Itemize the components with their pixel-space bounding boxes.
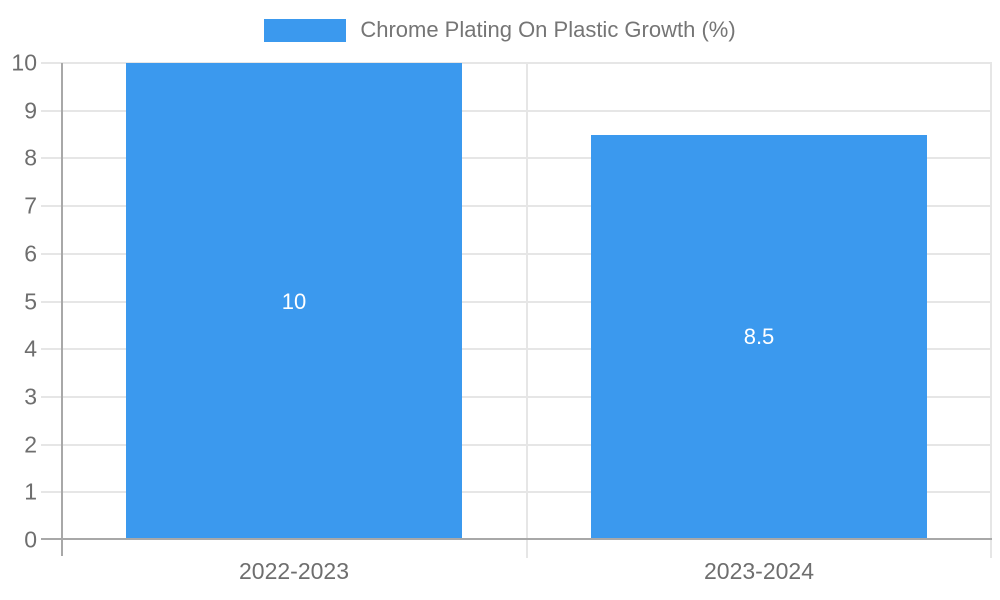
y-tick-label: 7	[24, 192, 37, 219]
y-tick-label: 1	[24, 478, 37, 505]
y-tick-label: 5	[24, 288, 37, 314]
y-tick-label: 10	[11, 49, 37, 76]
y-tick-label: 6	[24, 240, 37, 267]
plot-area: 0 1 2 3 4 5 6 7 8 9 10 10 2022-2023 8.5 2023-2024	[11, 50, 992, 584]
y-tick-label: 2	[24, 431, 37, 458]
y-tick-label: 0	[24, 526, 37, 553]
y-axis-tick	[41, 443, 61, 446]
x-axis-line	[41, 538, 992, 540]
y-tick-label: 3	[24, 383, 37, 410]
y-axis-tick	[41, 491, 61, 494]
y-axis-tick	[41, 252, 61, 255]
gridline-vertical	[990, 63, 992, 558]
y-axis-tick	[41, 157, 61, 160]
x-axis-label: 2023-2024	[704, 558, 814, 584]
bar-value-label: 8.5	[743, 324, 775, 349]
y-axis-tick	[41, 300, 61, 303]
bar-2023-2024	[591, 135, 927, 540]
legend-label: Chrome Plating On Plastic Growth (%)	[360, 17, 736, 42]
y-axis-tick	[41, 62, 61, 64]
y-tick-label: 8	[24, 144, 37, 171]
bar-2022-2023	[126, 63, 462, 540]
bar-value-label: 10	[281, 289, 307, 314]
gridline-vertical	[526, 63, 528, 558]
legend: Chrome Plating On Plastic Growth (%)	[0, 17, 1000, 43]
y-tick-label: 4	[24, 335, 37, 362]
y-axis-tick	[41, 348, 61, 351]
y-axis-line	[61, 63, 63, 556]
y-axis-tick	[41, 395, 61, 398]
y-tick-label: 9	[24, 97, 37, 124]
legend-swatch	[264, 18, 347, 42]
y-axis-tick	[41, 205, 61, 208]
x-axis-label: 2022-2023	[239, 558, 349, 584]
y-axis-tick	[41, 109, 61, 112]
